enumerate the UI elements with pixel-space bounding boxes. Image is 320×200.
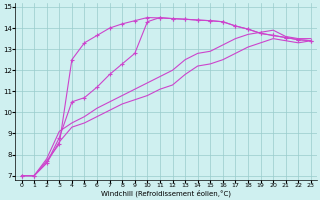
X-axis label: Windchill (Refroidissement éolien,°C): Windchill (Refroidissement éolien,°C) [101, 190, 231, 197]
